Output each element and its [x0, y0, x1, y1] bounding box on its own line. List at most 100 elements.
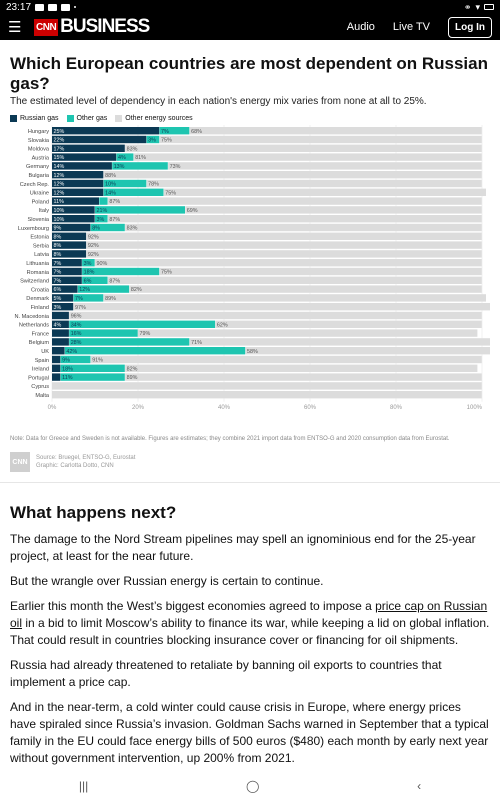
- recents-button[interactable]: |||: [78, 779, 89, 793]
- data-label: 62%: [217, 322, 228, 328]
- bar-segment: [159, 135, 482, 144]
- home-button[interactable]: ◯: [245, 779, 260, 793]
- data-label: 12%: [54, 173, 65, 179]
- divider: [0, 482, 500, 483]
- category-label: Cyprus: [31, 384, 49, 390]
- data-label: 92%: [88, 234, 99, 240]
- data-label: 87%: [109, 199, 120, 205]
- bar-segment: [52, 276, 82, 284]
- category-label: Bulgaria: [28, 173, 49, 179]
- data-label: 75%: [161, 138, 172, 144]
- data-label: 22%: [54, 138, 65, 144]
- data-label: 82%: [127, 366, 138, 372]
- data-label: 89%: [105, 296, 116, 302]
- data-label: 83%: [127, 146, 138, 152]
- bar-segment: [52, 197, 99, 205]
- back-button[interactable]: ‹: [417, 779, 422, 793]
- cnn-logo: CNN: [34, 18, 59, 36]
- bar-segment: [52, 311, 69, 320]
- bar-segment: [125, 373, 482, 381]
- chart-graphic-credit: Graphic: Carlotta Dotto, CNN: [36, 463, 114, 469]
- data-label: 18%: [62, 366, 73, 372]
- chart-subtitle: The estimated level of dependency in eac…: [10, 96, 427, 107]
- category-label: Lithuania: [26, 261, 50, 267]
- data-label: 13%: [114, 164, 125, 170]
- live-tv-link[interactable]: Live TV: [392, 21, 430, 33]
- bar-segment: [52, 223, 91, 232]
- bar-segment: [159, 267, 482, 276]
- bar-segment: [60, 373, 125, 381]
- paragraph: Russia had already threatened to retalia…: [10, 658, 442, 689]
- bar-segment: [107, 276, 482, 284]
- bar-segment: [52, 294, 74, 302]
- data-label: 78%: [148, 182, 159, 188]
- audio-link[interactable]: Audio: [346, 21, 375, 33]
- bar-segment: [77, 285, 130, 293]
- bar-segment: [52, 206, 95, 214]
- data-label: 16%: [71, 331, 82, 337]
- bar-segment: [52, 162, 112, 170]
- category-label: Ukraine: [30, 191, 49, 197]
- login-button[interactable]: Log In: [448, 16, 492, 38]
- category-label: Romania: [27, 270, 50, 276]
- bar-segment: [107, 197, 482, 205]
- legend-label-sources: Other energy sources: [125, 115, 193, 122]
- menu-icon[interactable]: ☰: [8, 19, 22, 36]
- bar-segment: [82, 267, 160, 276]
- category-label: Ireland: [32, 367, 49, 373]
- data-label: 58%: [247, 349, 258, 355]
- bar-segment: [82, 259, 95, 267]
- data-label: 96%: [71, 314, 82, 320]
- bar-segment: [86, 232, 482, 240]
- data-label: 17%: [54, 146, 65, 152]
- bar-segment: [52, 373, 61, 381]
- bar-segment: [52, 232, 87, 240]
- bar-segment: [52, 153, 117, 161]
- data-label: 73%: [170, 164, 181, 170]
- data-label: 5%: [54, 296, 62, 302]
- data-label: 10%: [54, 217, 65, 223]
- bar-segment: [129, 285, 482, 293]
- link-icon: ⚭: [463, 1, 472, 12]
- x-tick-label: 0%: [48, 405, 57, 411]
- data-label: 69%: [187, 208, 198, 214]
- chart-block: Which European countries are most depend…: [0, 54, 500, 472]
- bar-segment: [189, 338, 495, 346]
- bar-segment: [90, 355, 482, 364]
- category-label: Portugal: [28, 375, 49, 381]
- bar-segment: [52, 241, 87, 249]
- bar-segment: [95, 259, 482, 267]
- bar-segment: [159, 127, 190, 135]
- bar-segment: [69, 320, 216, 328]
- data-label: 91%: [92, 358, 103, 364]
- bar-segment: [64, 347, 246, 355]
- article-body: What happens next? The damage to the Nor…: [0, 503, 500, 767]
- data-label: 82%: [131, 287, 142, 293]
- x-tick-label: 20%: [132, 405, 145, 411]
- data-label: 83%: [127, 226, 138, 232]
- bar-segment: [52, 135, 147, 144]
- data-label: 7%: [54, 261, 62, 267]
- category-label: Latvia: [34, 252, 50, 258]
- category-label: Serbia: [33, 243, 50, 249]
- price-cap-link[interactable]: price cap on Russian oil: [10, 599, 488, 630]
- legend-swatch-other: [66, 115, 74, 122]
- data-label: 8%: [92, 226, 100, 232]
- bar-segment: [245, 347, 495, 355]
- legend-label-other: Other gas: [76, 115, 108, 122]
- bar-segment: [69, 311, 482, 320]
- category-label: Germany: [26, 164, 49, 170]
- bar-segment: [52, 329, 69, 337]
- data-label: 9%: [54, 226, 62, 232]
- android-nav-bar: ||| ◯ ‹: [0, 772, 500, 800]
- bar-segment: [52, 215, 95, 223]
- category-label: N. Macedonia: [14, 314, 49, 320]
- data-label: 68%: [191, 129, 202, 135]
- youtube-icon: [61, 3, 71, 11]
- data-label: 15%: [54, 155, 65, 161]
- x-tick-label: 60%: [304, 405, 317, 411]
- bar-segment: [52, 179, 104, 188]
- category-label: Switzerland: [20, 279, 49, 285]
- notification-icon: [35, 3, 45, 11]
- cnn-business-logo[interactable]: CNN BUSINESS: [34, 16, 150, 38]
